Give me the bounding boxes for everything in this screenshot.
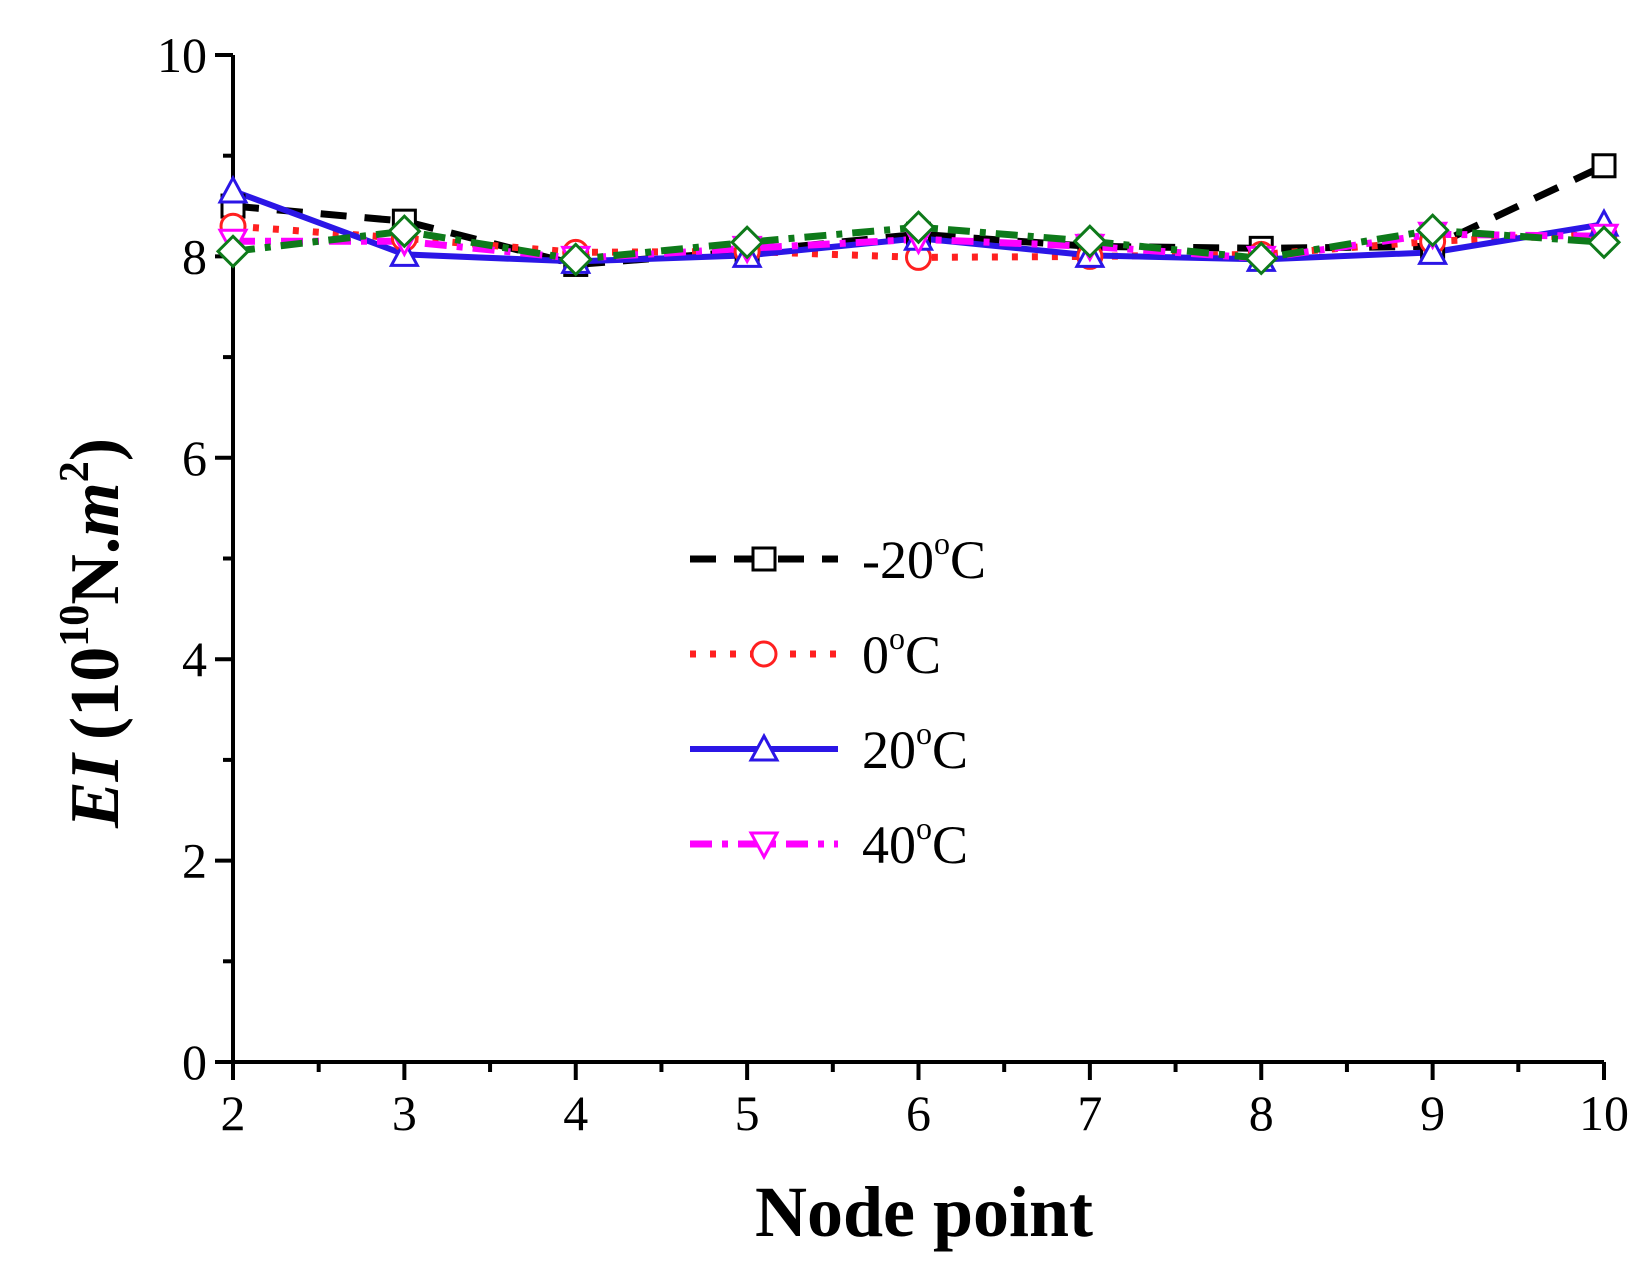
series-4-point [1244,241,1279,276]
y-tick-label: 0 [182,1034,207,1090]
legend-label-0: -20oC [862,525,986,590]
series-line-1 [232,222,1605,261]
x-tick-label: 10 [1579,1085,1629,1141]
series-4-point [1072,224,1107,259]
y-axis-unit-base: N. [57,537,134,605]
x-tick-label: 7 [1077,1085,1102,1141]
x-tick-label: 3 [392,1085,417,1141]
series-0-point [1591,153,1617,179]
legend-marker-1 [750,640,778,668]
x-tick-label: 9 [1420,1085,1445,1141]
y-tick-label: 6 [182,430,207,486]
series-4-point [387,214,422,249]
legend-label-3: 40oC [862,810,968,875]
y-axis-title: EI(1010N.m2) [52,438,134,829]
y-axis-unit-prefix: 10 [57,647,134,717]
y-tick-label: 8 [182,228,207,284]
x-tick-label: 8 [1249,1085,1274,1141]
legend: -20oC 0oC 20oC 40oC [690,525,986,875]
x-tick-label: 5 [735,1085,760,1141]
legend-marker-0 [751,546,777,572]
x-tick-label: 4 [563,1085,588,1141]
y-tick-label: 10 [157,27,207,83]
series-4-point [558,242,593,277]
series-4-point [1415,213,1450,248]
y-axis-unit-var: m [57,482,134,536]
series-4-point [730,225,765,260]
x-tick-label: 6 [906,1085,931,1141]
plot-markers [215,153,1622,277]
series-4-point [901,210,936,245]
y-axis-unit-var-exponent: 2 [52,461,98,482]
x-tick-label: 2 [221,1085,246,1141]
y-tick-label: 2 [182,833,207,889]
y-axis-variable: EI [57,751,134,829]
y-axis-unit-exponent: 10 [52,605,98,647]
series-2-point [1417,236,1449,265]
series-4-point [1586,225,1622,260]
legend-marker-3 [748,831,780,861]
series-2-point [217,174,249,204]
x-axis-title: Node point [755,1172,1093,1252]
y-tick-label: 4 [182,631,207,687]
legend-label-1: 0oC [862,620,941,685]
legend-marker-2 [748,732,780,762]
legend-label-2: 20oC [862,715,968,780]
series-4-point [215,234,251,269]
